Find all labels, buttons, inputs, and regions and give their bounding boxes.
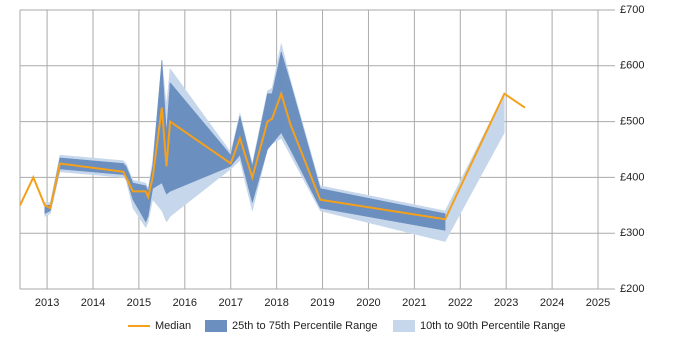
x-tick-label: 2022 xyxy=(448,297,472,309)
x-tick-label: 2025 xyxy=(586,297,610,309)
y-tick-label: £700 xyxy=(620,4,644,16)
x-tick-label: 2014 xyxy=(81,297,105,309)
median-line xyxy=(19,90,526,221)
x-tick-label: 2017 xyxy=(218,297,242,309)
y-tick-label: £500 xyxy=(620,116,644,128)
x-tick-label: 2015 xyxy=(127,297,151,309)
y-tick-label: £400 xyxy=(620,171,644,183)
x-tick-label: 2021 xyxy=(402,297,426,309)
y-tick-label: £300 xyxy=(620,227,644,239)
legend-swatch xyxy=(205,320,227,332)
x-tick-label: 2019 xyxy=(310,297,334,309)
legend-label: 25th to 75th Percentile Range xyxy=(232,320,378,332)
x-tick-label: 2013 xyxy=(35,297,59,309)
x-tick-label: 2023 xyxy=(494,297,518,309)
y-tick-label: £600 xyxy=(620,60,644,72)
legend-label: Median xyxy=(155,320,191,332)
range-band xyxy=(444,93,505,242)
y-tick-label: £200 xyxy=(620,283,644,295)
x-tick-label: 2024 xyxy=(540,297,564,309)
x-tick-label: 2018 xyxy=(264,297,288,309)
legend-label: 10th to 90th Percentile Range xyxy=(420,320,566,332)
x-tick-label: 2016 xyxy=(173,297,197,309)
legend-swatch xyxy=(393,320,415,332)
x-tick-label: 2020 xyxy=(356,297,380,309)
